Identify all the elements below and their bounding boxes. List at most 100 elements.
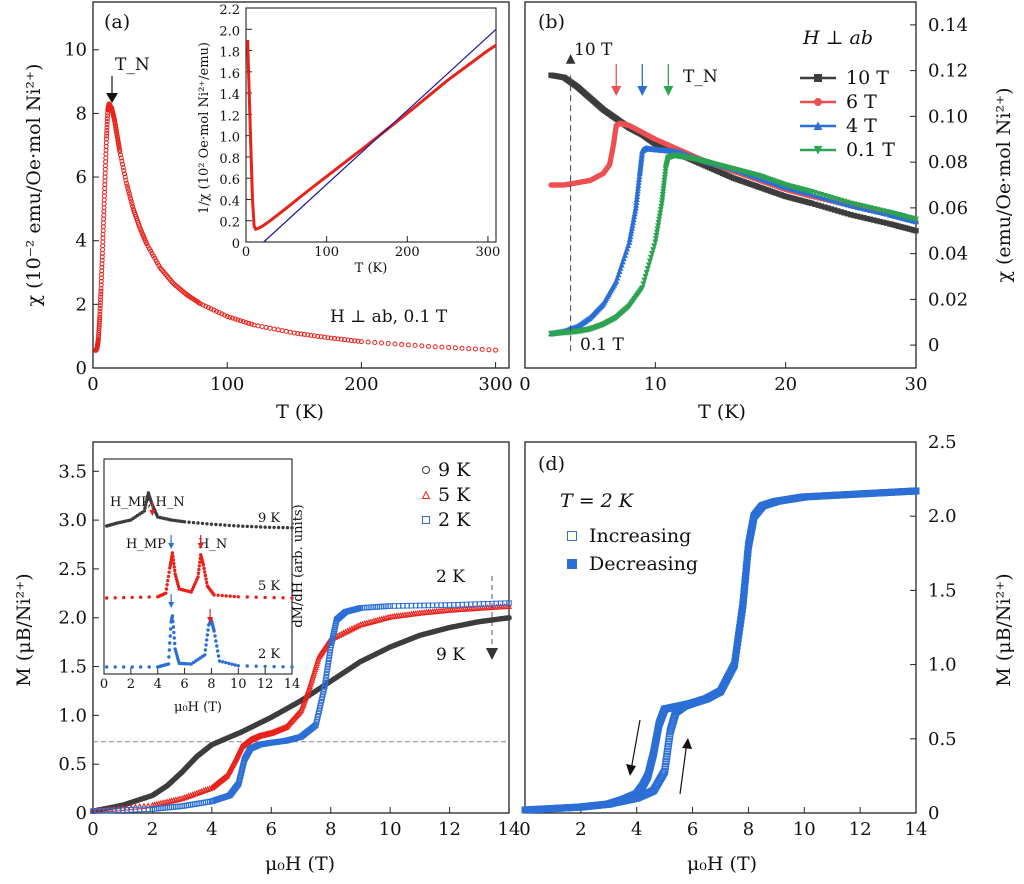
panel-a-xtick-label: 100 bbox=[210, 374, 244, 395]
panel-c-inset-point-5K bbox=[166, 578, 170, 583]
panel-c-plot: 0 2 4 6 8 10 12 14 0 0.5 1.0 1.5 2.0 2.5 3.0 3.5 bbox=[58, 461, 520, 840]
panel-a-point bbox=[446, 345, 452, 351]
panel-c-inset-point-9K bbox=[214, 522, 218, 527]
panel-a-point bbox=[224, 313, 230, 319]
panel-a-inset-frame bbox=[245, 7, 497, 243]
panel-c-inset-point-2K bbox=[166, 662, 171, 666]
panel-c-inset-point-5K bbox=[254, 595, 258, 599]
panel-c-inset-point-5K bbox=[171, 558, 176, 562]
panel-a-point bbox=[325, 335, 331, 341]
panel-a-point bbox=[412, 342, 418, 348]
panel-a-inset-ylabel: 1/χ (10² Oe·mol Ni²⁺/emu) bbox=[197, 42, 212, 214]
panel-a-inset-ytick-label: 1.2 bbox=[219, 109, 240, 124]
panel-a-point bbox=[97, 311, 103, 317]
panel-c-inset-point-2K bbox=[220, 660, 225, 664]
panel-c-inset-point-9K bbox=[131, 516, 135, 521]
panel-a-inset-ytick-label: 2.0 bbox=[219, 24, 240, 39]
panel-c-frame bbox=[92, 441, 510, 814]
panel-a-point bbox=[305, 332, 311, 338]
panel-a-ytick-label: 4 bbox=[76, 231, 87, 252]
panel-a-point bbox=[240, 319, 246, 325]
panel-c-inset-point-2K bbox=[167, 648, 172, 652]
panel-c-inset-point-9K bbox=[276, 525, 281, 530]
panel-c-inset-point-5K bbox=[272, 595, 276, 600]
panel-d-point-decreasing bbox=[521, 806, 529, 814]
panel-a-point bbox=[255, 323, 261, 329]
panel-c-inset-point-2K bbox=[272, 664, 276, 669]
panel-c-inset-point-2K bbox=[200, 654, 205, 659]
panel-a-point bbox=[123, 177, 129, 183]
panel-a-point bbox=[399, 341, 405, 347]
panel-c-inset-point-5K bbox=[195, 577, 199, 582]
panel-c-inset-point-5K bbox=[165, 583, 169, 587]
panel-a-point bbox=[104, 122, 110, 128]
panel-b-label: (b) bbox=[538, 11, 565, 33]
panel-b-ytick-label: 0.14 bbox=[928, 15, 968, 36]
panel-c-ylabel: M (μB/Ni²⁺) bbox=[13, 573, 35, 686]
panel-c-inset-point-2K bbox=[168, 641, 172, 645]
panel-a-point bbox=[392, 341, 398, 347]
panel-c-ytick-label: 2.5 bbox=[58, 559, 87, 580]
panel-c-ytick-label: 3.0 bbox=[58, 510, 87, 531]
panel-c-inset-point-5K bbox=[171, 554, 175, 559]
panel-d-xlabel: μ₀H (T) bbox=[687, 853, 757, 875]
panel-c-inset-point-2K bbox=[213, 634, 217, 638]
panel-c-inset-point-2K bbox=[130, 665, 134, 669]
panel-c-xtick-label: 6 bbox=[266, 819, 277, 840]
panel-a-inset-ytick-label: 2.2 bbox=[219, 3, 240, 18]
panel-b-point-4T bbox=[628, 227, 635, 234]
panel-c-point-5K bbox=[136, 803, 143, 810]
panel-b-point-4T bbox=[629, 221, 636, 228]
panel-c-inset-point-5K bbox=[170, 551, 175, 555]
panel-c-inset-point-2K bbox=[189, 662, 193, 666]
panel-c-inset-point-5K bbox=[203, 570, 207, 574]
panel-d-label: (d) bbox=[538, 453, 565, 475]
panel-c-inset-point-9K bbox=[144, 500, 149, 504]
panel-a-point bbox=[308, 332, 314, 338]
panel-a-point bbox=[263, 324, 269, 330]
panel-c-point-5K bbox=[187, 791, 194, 799]
panel-d-legend: Increasing Decreasing bbox=[567, 525, 698, 575]
panel-c-point-9K bbox=[506, 614, 512, 621]
panel-a-point bbox=[486, 347, 492, 353]
panel-c-inset-point-5K bbox=[167, 570, 171, 574]
panel-a-point bbox=[283, 328, 289, 334]
panel-c-inset-point-5K bbox=[236, 595, 240, 599]
panel-c-inset-point-2K bbox=[121, 665, 126, 669]
panel-c-point-5K bbox=[340, 629, 347, 636]
panel-b: (b) T (K) χ (emu/Oe·mol Ni²⁺) H ⊥ ab 10 … bbox=[519, 1, 1015, 423]
panel-b-point-4T bbox=[635, 181, 642, 188]
panel-b-point-4T bbox=[631, 210, 638, 217]
panel-c-legend-marker bbox=[422, 466, 430, 474]
panel-a-label: (a) bbox=[104, 11, 130, 33]
panel-c-inset-point-9K bbox=[143, 506, 147, 510]
panel-c-inset-xtick-label: 6 bbox=[180, 677, 188, 692]
panel-c-inset-point-5K bbox=[190, 587, 195, 592]
panel-a-inset-ytick-label: 1.0 bbox=[219, 131, 240, 146]
panel-a-point bbox=[466, 346, 472, 352]
panel-a-point bbox=[271, 326, 277, 332]
panel-c-inset-point-2K bbox=[233, 663, 237, 667]
panel-c-inset-curve-2k: 2 K bbox=[258, 647, 280, 662]
panel-c-inset-arrowhead bbox=[168, 543, 175, 549]
panel-c-inset-xtick-label: 0 bbox=[100, 677, 108, 692]
panel-c-ytick-label: 1.5 bbox=[58, 657, 87, 678]
panel-a-point bbox=[124, 180, 130, 186]
panel-a-inset-ytick-label: 0.2 bbox=[219, 216, 240, 231]
panel-c-point-2K bbox=[234, 782, 241, 789]
panel-c-point-5K bbox=[185, 792, 192, 799]
panel-c-inset-curve-5k: 5 K bbox=[258, 579, 280, 594]
panel-c-point-5K bbox=[191, 790, 198, 797]
panel-c-inset-point-9K bbox=[209, 522, 214, 526]
panel-a-tn-label: T_N bbox=[115, 55, 150, 75]
panel-c-inset-point-5K bbox=[212, 593, 216, 597]
panel-b-point-4T bbox=[616, 268, 623, 275]
panel-a-point bbox=[104, 119, 110, 125]
panel-a-point bbox=[279, 328, 285, 334]
panel-b-xtick-label: 0 bbox=[519, 374, 530, 395]
panel-d-xtick-label: 8 bbox=[743, 819, 754, 840]
panel-c-point-5K bbox=[353, 623, 360, 630]
panel-b-ytick-label: 0.02 bbox=[928, 289, 968, 310]
panel-b-point-4T bbox=[625, 242, 632, 249]
panel-a-inset-xtick-label: 200 bbox=[395, 245, 420, 260]
